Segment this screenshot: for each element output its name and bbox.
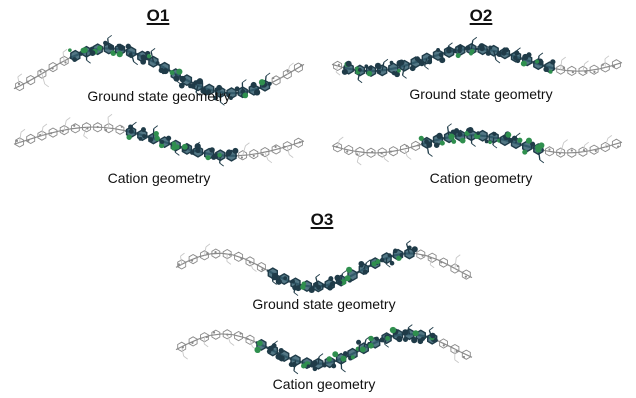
atom-markers [15, 113, 303, 167]
panel-title-o3: O3 [310, 210, 334, 229]
molecule-o3-ground [175, 240, 473, 296]
caption-o2-ground: Ground state geometry [409, 86, 553, 102]
molecule-o1-cation [13, 113, 305, 167]
backbone-bonds [175, 252, 473, 288]
caption-o2-cation: Cation geometry [429, 170, 533, 186]
molecule-o1-ground [13, 34, 305, 106]
molecule-o2-ground [331, 36, 623, 84]
caption-o3-ground: Ground state geometry [252, 296, 396, 312]
atom-markers [333, 123, 621, 166]
atom-markers [15, 34, 303, 106]
caption-o1-cation: Cation geometry [107, 170, 211, 186]
molecule-o2-cation [331, 123, 623, 166]
atom-markers [333, 36, 621, 84]
atom-markers [177, 240, 471, 296]
panel-title-o1: O1 [146, 6, 170, 25]
molecule-o3-cation [175, 324, 473, 375]
caption-o3-cation: Cation geometry [272, 376, 376, 392]
atom-markers [177, 324, 471, 375]
panel-title-o2: O2 [469, 6, 493, 25]
backbone-bonds [13, 126, 305, 157]
caption-o1-ground: Ground state geometry [87, 88, 231, 104]
